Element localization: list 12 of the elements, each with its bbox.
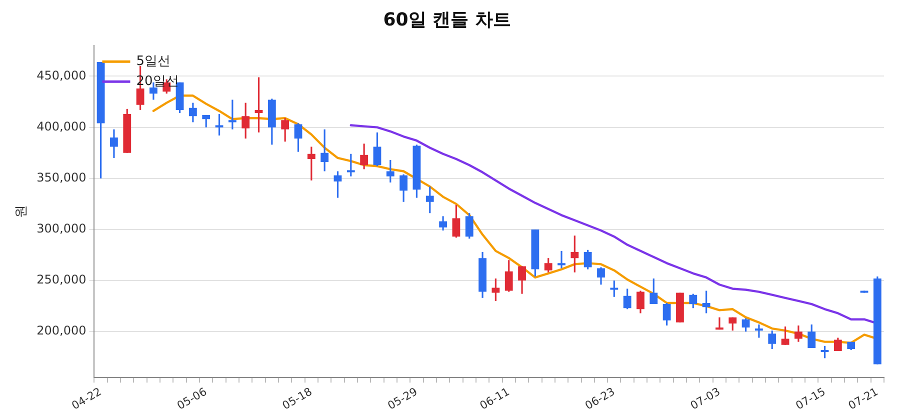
chart-title: 60일 캔들 차트 [383, 9, 511, 30]
y-tick-label: 300,000 [36, 222, 86, 236]
candlestick [860, 290, 868, 294]
y-tick-label: 350,000 [36, 170, 86, 185]
y-tick-label: 200,000 [36, 324, 86, 338]
y-axis-title: 원 [14, 205, 30, 218]
candlestick [346, 153, 355, 178]
candlestick [676, 292, 684, 324]
legend-label: 5일선 [136, 54, 171, 69]
y-tick-label: 400,000 [36, 119, 86, 134]
y-tick-label: 250,000 [36, 272, 86, 287]
y-tick-label: 450,000 [36, 68, 86, 82]
